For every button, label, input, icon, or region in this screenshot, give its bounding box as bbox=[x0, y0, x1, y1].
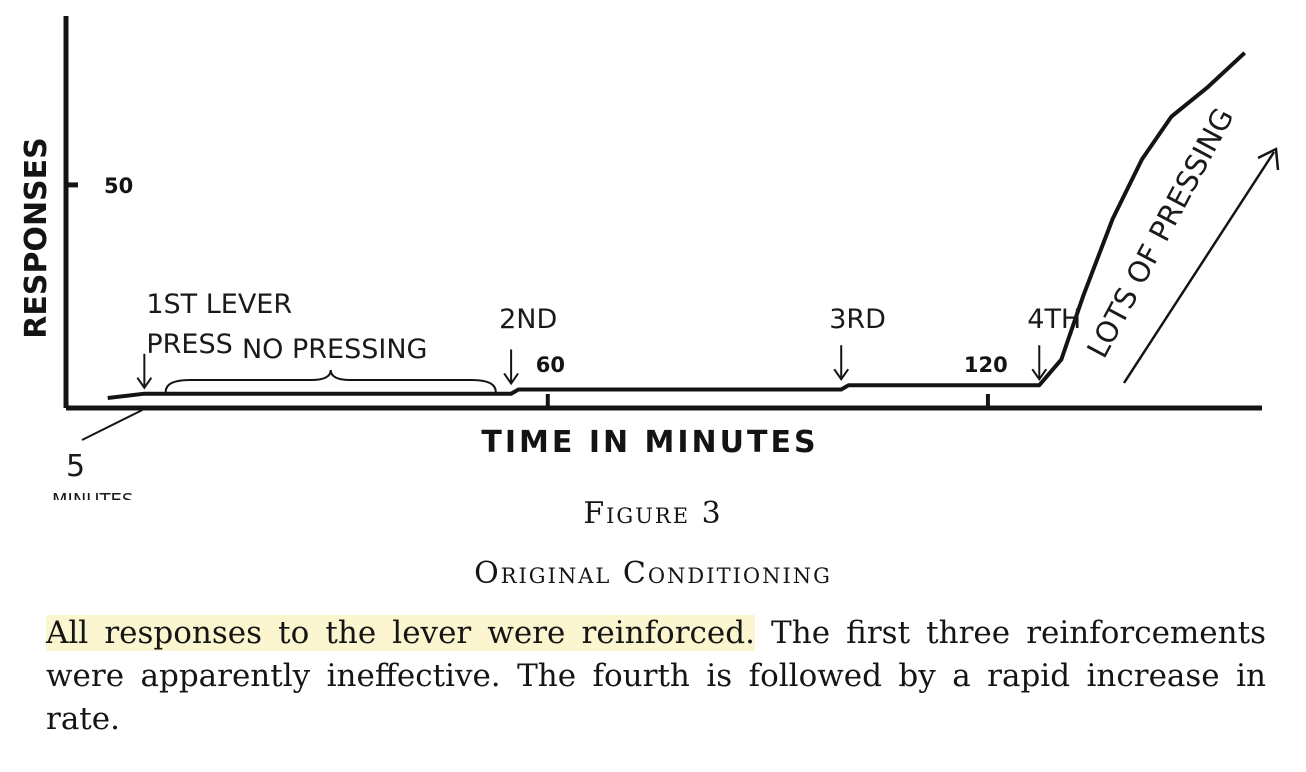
y-axis-label: RESPONSES bbox=[19, 137, 54, 339]
y-tick-label: 50 bbox=[104, 174, 133, 198]
x-tick-label: 120 bbox=[964, 353, 1008, 377]
start-marker-line bbox=[81, 409, 143, 441]
caption-rest: The first three reinforcements were appa… bbox=[46, 615, 1266, 737]
no-pressing-brace bbox=[164, 369, 497, 393]
cumulative-record-chart: 50 60 120 TIME IN MINUTES RESPONSES 1ST LEVE… bbox=[19, 16, 1280, 500]
rising-arrow bbox=[1122, 151, 1276, 384]
figure-subtitle: Original Conditioning bbox=[474, 556, 832, 591]
reinforcement-arrow-head bbox=[833, 368, 850, 381]
reinforcement-label: 2ND bbox=[499, 304, 557, 335]
reinforcement-arrow-head bbox=[503, 372, 519, 386]
reinforcement-arrow-head bbox=[136, 377, 153, 390]
cumulative-response-line bbox=[107, 51, 1247, 400]
reinforcement-arrow-head bbox=[1031, 368, 1048, 381]
reinforcement-label: 4TH bbox=[1027, 304, 1081, 335]
reinforcement-label: PRESS bbox=[146, 329, 232, 360]
lots-of-pressing-label: LOTS OF PRESSING bbox=[1080, 102, 1240, 363]
start-label: 5 bbox=[66, 449, 85, 484]
reinforcement-label: 3RD bbox=[829, 304, 886, 335]
reinforcement-label: 1ST LEVER bbox=[146, 289, 292, 320]
no-pressing-label: NO PRESSING bbox=[242, 334, 428, 365]
rising-arrow-head bbox=[1257, 147, 1280, 171]
x-axis-label: TIME IN MINUTES bbox=[481, 425, 818, 460]
x-tick-label: 60 bbox=[536, 353, 565, 377]
caption-highlight: All responses to the lever were reinforc… bbox=[46, 615, 755, 651]
figure-caption: All responses to the lever were reinforc… bbox=[46, 612, 1266, 741]
figure-label: Figure 3 bbox=[583, 496, 723, 531]
start-label: MINUTES bbox=[52, 490, 133, 500]
